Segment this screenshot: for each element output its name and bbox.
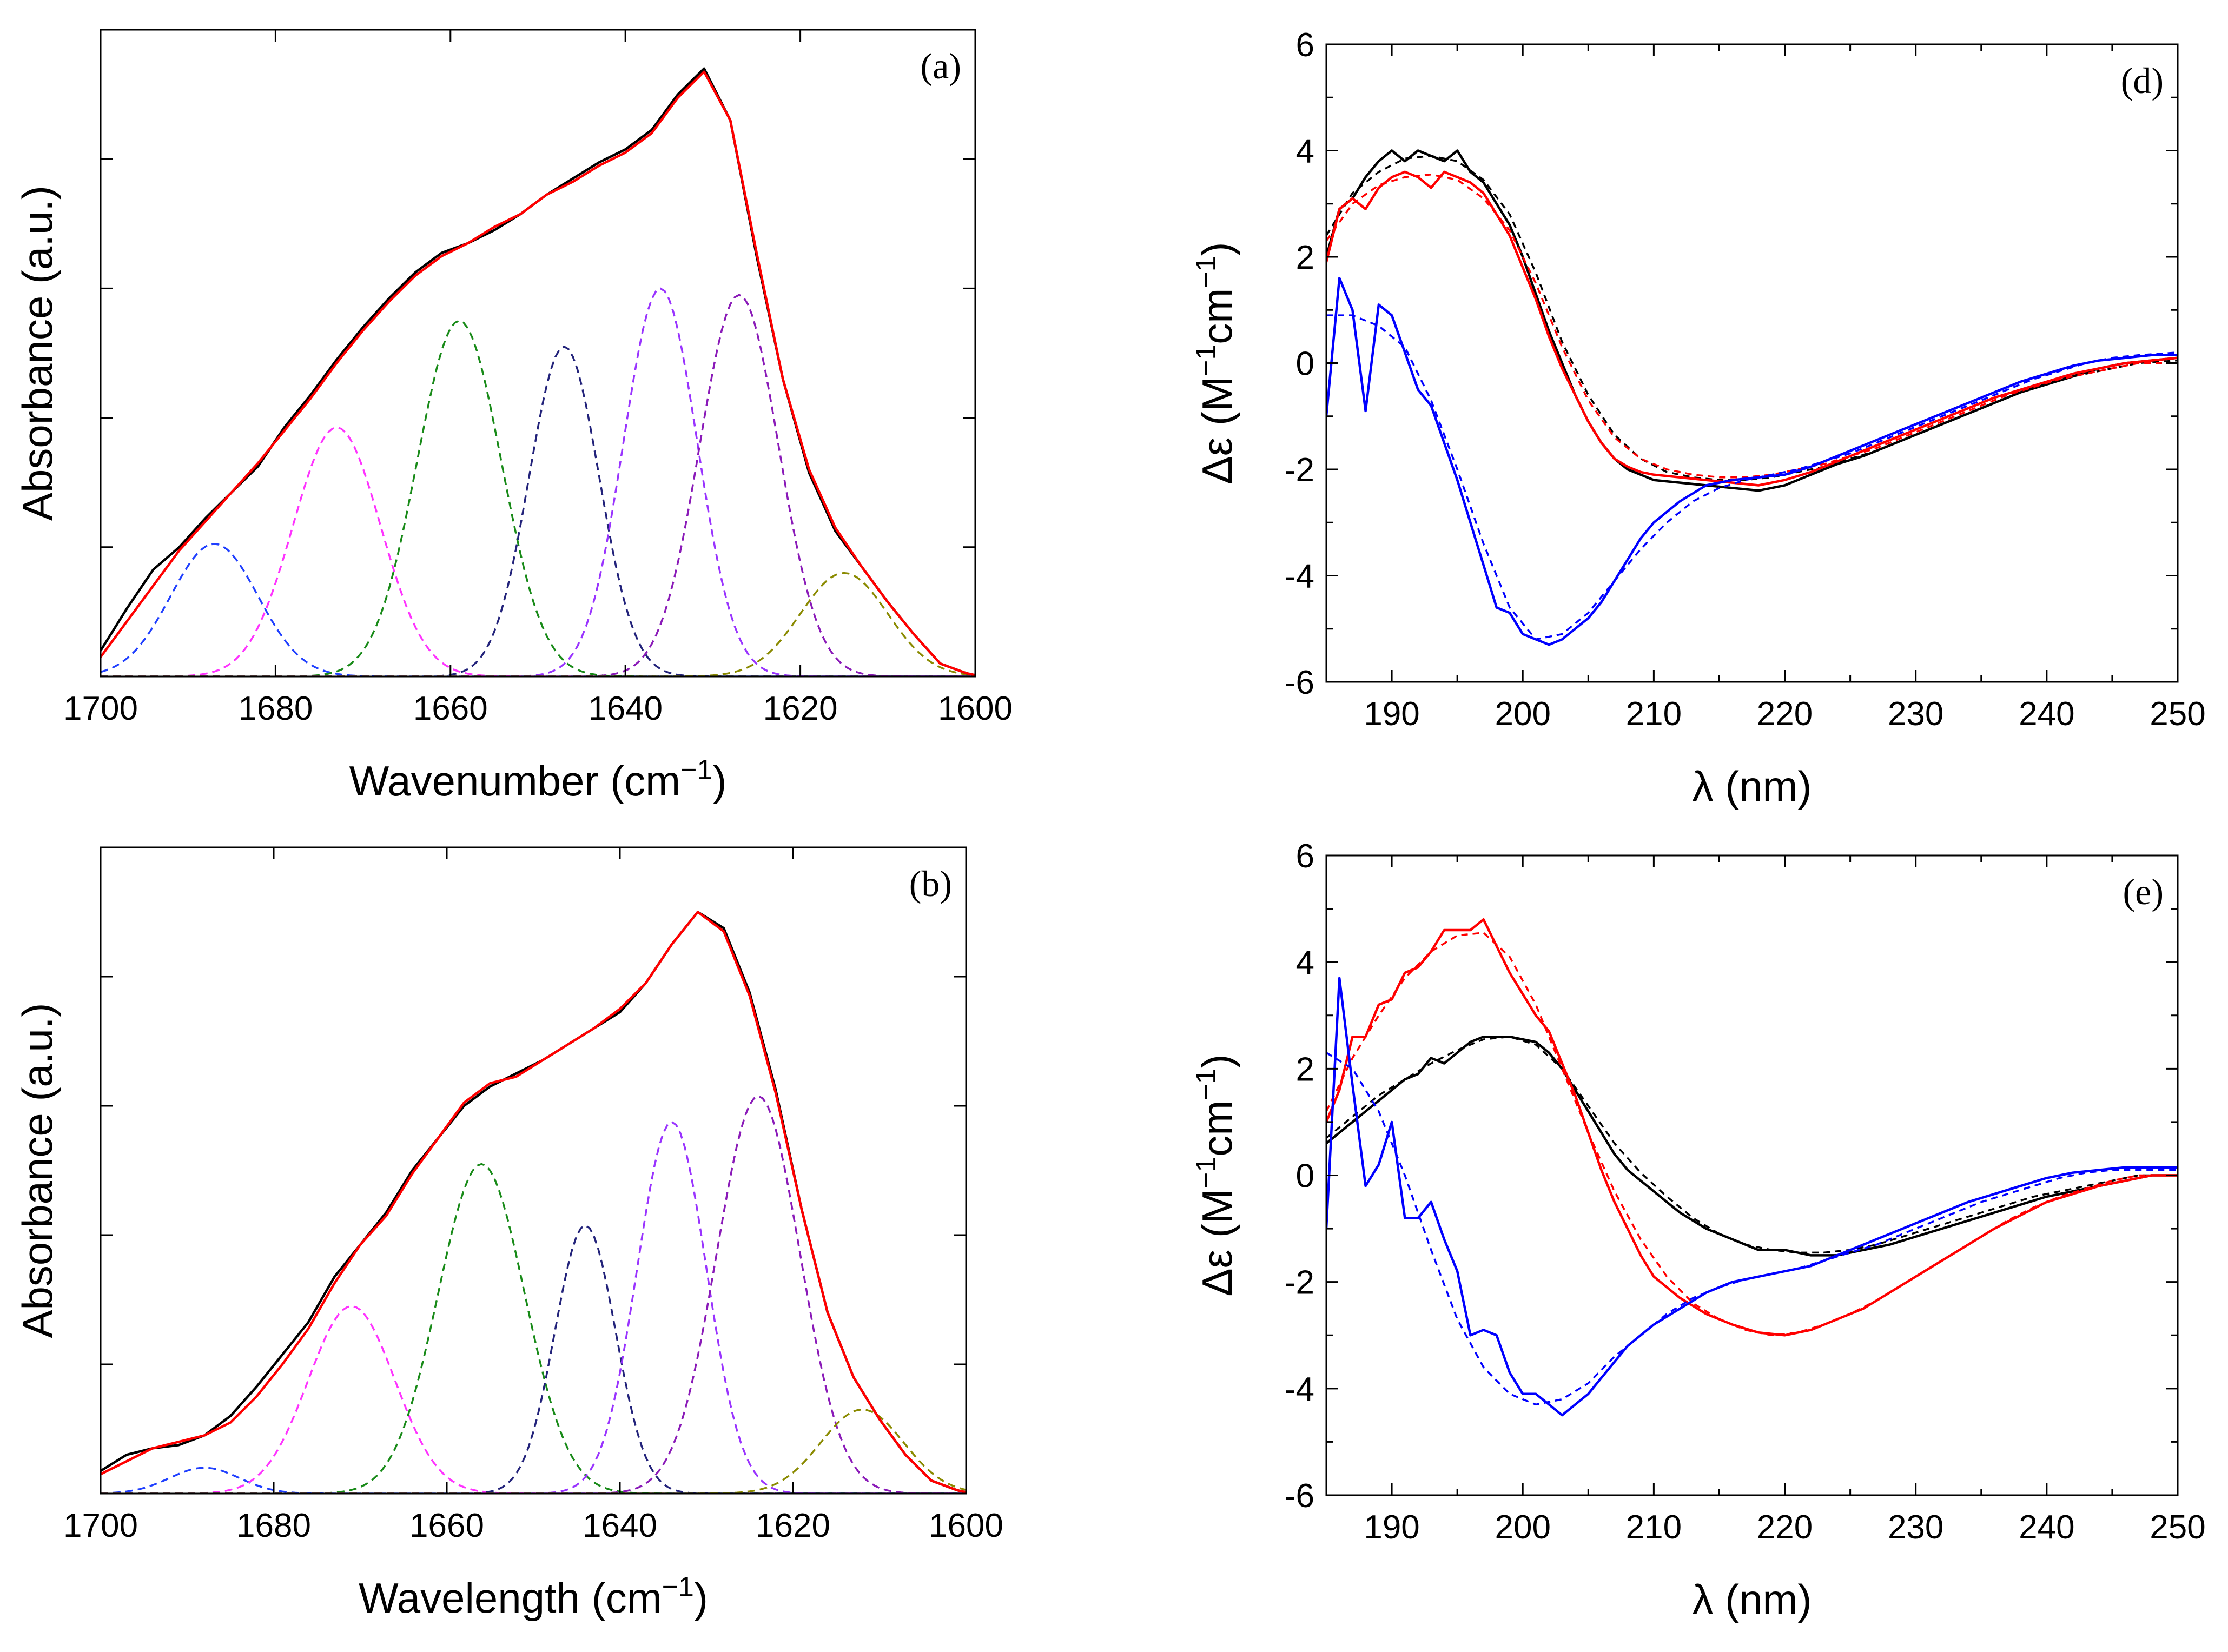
plot-frame <box>1325 854 2179 1496</box>
plot-frame <box>100 846 967 1495</box>
x-axis-label: Wavenumber (cm−1) <box>349 754 727 805</box>
x-tick-label: 1680 <box>236 1507 311 1544</box>
x-tick-label: 1640 <box>588 690 663 727</box>
plot-area <box>1326 918 2178 1417</box>
series-red <box>1326 170 2178 487</box>
series-fit <box>101 70 975 676</box>
x-tick-label: 210 <box>1626 1509 1682 1546</box>
series-blue-fit <box>1326 1052 2178 1406</box>
plot-area <box>101 67 975 676</box>
panel-label: (a) <box>921 45 961 87</box>
y-tick-label: -2 <box>1285 452 1314 489</box>
plot-frame <box>100 29 976 678</box>
x-tick-label: 240 <box>2019 695 2074 733</box>
y-tick-label: 6 <box>1296 838 1314 875</box>
x-tick-label: 1620 <box>756 1507 830 1544</box>
component-peak-5 <box>101 287 975 676</box>
x-tick-label: 190 <box>1364 695 1419 733</box>
y-tick-label: 0 <box>1296 1158 1314 1195</box>
y-axis-label: Absorbance (a.u.) <box>14 185 61 521</box>
plot-area <box>101 911 966 1494</box>
x-tick-label: 250 <box>2150 695 2205 733</box>
y-tick-label: -4 <box>1285 558 1314 595</box>
series-blue <box>1326 277 2178 646</box>
component-peak-6 <box>101 294 975 676</box>
series-red <box>1326 918 2178 1337</box>
x-tick-label: 200 <box>1495 1509 1551 1546</box>
x-tick-label: 220 <box>1757 695 1813 733</box>
series-red-fit <box>1326 932 2178 1337</box>
y-tick-label: 4 <box>1296 133 1314 170</box>
component-peak-4 <box>101 1224 966 1494</box>
x-tick-label: 250 <box>2150 1509 2205 1546</box>
component-peak-5 <box>101 1120 966 1494</box>
y-axis-label: Δε (M−1cm−1) <box>1191 242 1241 484</box>
component-peak-3 <box>101 320 975 676</box>
x-tick-label: 1600 <box>929 1507 1003 1544</box>
x-tick-label: 220 <box>1757 1509 1813 1546</box>
panel-label: (d) <box>2121 60 2164 101</box>
y-tick-label: 2 <box>1296 1051 1314 1088</box>
x-tick-label: 1620 <box>763 690 838 727</box>
x-tick-label: 200 <box>1495 695 1551 733</box>
y-tick-label: 4 <box>1296 944 1314 981</box>
y-tick-label: 6 <box>1296 26 1314 64</box>
series-measured <box>101 911 966 1494</box>
component-peak-1 <box>101 1467 966 1494</box>
y-tick-label: -2 <box>1285 1264 1314 1302</box>
y-tick-label: -6 <box>1285 664 1314 701</box>
component-peak-4 <box>101 345 975 676</box>
component-peak-3 <box>101 1163 966 1494</box>
series-measured <box>101 67 975 676</box>
x-tick-label: 1640 <box>583 1507 657 1544</box>
x-tick-label: 1700 <box>63 690 138 727</box>
panel-b: 1700 1680 1660 1640 1620 1600 (b) Wavelength (c… <box>14 846 1003 1622</box>
component-peak-2 <box>101 426 975 676</box>
panel-d: 190 200 210 220 230 240 250 -6 -4 -2 0 2 4 6 (d) λ (nm)… <box>1191 26 2206 810</box>
x-tick-label: 190 <box>1364 1509 1419 1546</box>
x-tick-label: 1660 <box>409 1507 484 1544</box>
series-black <box>1326 1035 2178 1257</box>
panel-label: (b) <box>909 863 952 904</box>
y-tick-label: -6 <box>1285 1477 1314 1515</box>
component-peak-1 <box>101 543 975 676</box>
y-tick-label: 0 <box>1296 346 1314 383</box>
x-tick-label: 1600 <box>938 690 1013 727</box>
series-blue <box>1326 977 2178 1417</box>
x-tick-label: 1700 <box>63 1507 138 1544</box>
y-axis-label: Absorbance (a.u.) <box>14 1003 61 1338</box>
x-tick-label: 230 <box>1888 695 1943 733</box>
y-tick-label: -4 <box>1285 1371 1314 1408</box>
component-peak-7 <box>101 1408 966 1494</box>
series-blue-fit <box>1326 314 2178 641</box>
x-tick-label: 210 <box>1626 695 1682 733</box>
panel-a: 1700 1680 1660 1640 1620 1600 (a) Wavenumber (c… <box>14 29 1013 805</box>
series-red-fit <box>1326 173 2178 479</box>
x-tick-label: 1680 <box>238 690 313 727</box>
x-axis-label: λ (nm) <box>1693 1576 1812 1623</box>
x-axis-label: λ (nm) <box>1693 762 1812 810</box>
y-tick-label: 2 <box>1296 239 1314 276</box>
x-tick-label: 1660 <box>413 690 488 727</box>
plot-area <box>1326 149 2178 646</box>
y-axis-label: Δε (M−1cm−1) <box>1191 1054 1241 1296</box>
x-tick-label: 230 <box>1888 1509 1943 1546</box>
series-fit <box>101 911 966 1494</box>
component-peak-7 <box>101 572 975 676</box>
x-tick-label: 240 <box>2019 1509 2074 1546</box>
series-black-fit <box>1326 155 2178 481</box>
panel-e: 190 200 210 220 230 240 250 -6 -4 -2 0 2 4 6 (e) λ (nm)… <box>1191 838 2206 1623</box>
series-black <box>1326 149 2178 492</box>
plot-frame <box>1325 43 2179 683</box>
series-black-fit <box>1326 1036 2178 1254</box>
panel-label: (e) <box>2123 871 2164 912</box>
x-axis-label: Wavelength (cm−1) <box>359 1571 708 1622</box>
